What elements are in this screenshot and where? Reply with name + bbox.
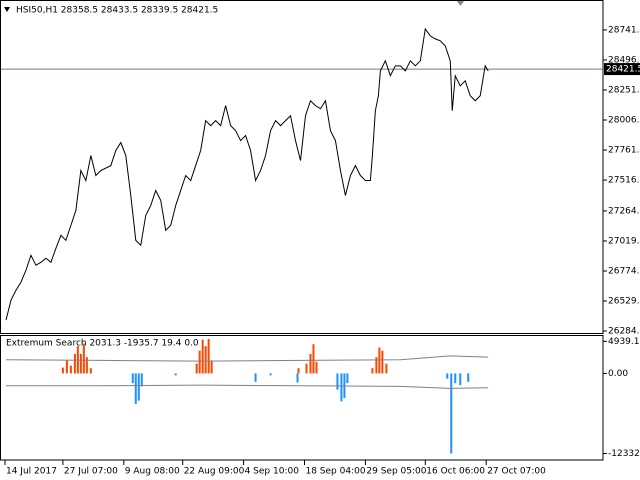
current-price-label: 28421.5 bbox=[606, 65, 640, 75]
histogram-bar bbox=[137, 373, 140, 401]
series-line bbox=[5, 27, 489, 321]
histogram-bar bbox=[346, 373, 349, 384]
histogram-bar bbox=[459, 373, 462, 386]
y-tick-label: 4939.1 bbox=[608, 337, 640, 347]
histogram-bar bbox=[305, 363, 308, 374]
y-tick-label: -12332 bbox=[608, 449, 640, 459]
y-tick-label: 26774.0 bbox=[608, 266, 640, 276]
x-tick-label: 16 Oct 06:00 bbox=[426, 467, 485, 477]
histogram-bar bbox=[85, 357, 88, 374]
histogram-bar bbox=[467, 373, 470, 382]
histogram-bar bbox=[82, 343, 85, 374]
histogram-bar bbox=[315, 361, 318, 374]
histogram-bar bbox=[69, 365, 72, 374]
histogram-bar bbox=[134, 373, 137, 404]
histogram-bar bbox=[450, 373, 453, 454]
y-tick-label: 0.00 bbox=[608, 369, 628, 379]
y-tick-label: 26284.0 bbox=[608, 327, 640, 337]
indicator-title: Extremum Search 2031.3 -1935.7 19.4 0.0 bbox=[6, 339, 199, 349]
histogram-bar bbox=[79, 353, 82, 374]
histogram-bar bbox=[371, 368, 374, 374]
x-tick-label: 4 Sep 10:00 bbox=[245, 467, 300, 477]
current-price-box bbox=[604, 63, 640, 76]
y-tick-label: 28251.0 bbox=[608, 85, 640, 95]
histogram-bar bbox=[378, 347, 381, 374]
histogram-bar bbox=[174, 373, 177, 376]
histogram-bar bbox=[336, 373, 339, 390]
histogram-bar bbox=[309, 353, 312, 374]
histogram-bar bbox=[89, 368, 92, 374]
y-tick-label: 26529.0 bbox=[608, 297, 640, 307]
histogram-bar bbox=[210, 360, 213, 374]
y-tick-label: 28496.0 bbox=[608, 55, 640, 65]
histogram-bar bbox=[446, 373, 449, 379]
histogram-bar bbox=[140, 373, 143, 387]
y-tick-label: 27264.0 bbox=[608, 206, 640, 216]
histogram-bar bbox=[312, 344, 315, 374]
histogram-bar bbox=[198, 350, 201, 374]
x-tick-label: 18 Sep 04:00 bbox=[305, 467, 365, 477]
y-tick-label: 27761.0 bbox=[608, 146, 640, 156]
histogram-bar bbox=[375, 357, 378, 374]
histogram-bar bbox=[207, 338, 210, 374]
x-tick-label: 22 Aug 09:00 bbox=[184, 467, 245, 477]
shift-marker[interactable] bbox=[457, 1, 464, 6]
histogram-bar bbox=[65, 360, 68, 374]
histogram-bar bbox=[204, 346, 207, 374]
histogram-bar bbox=[385, 363, 388, 374]
histogram-bar bbox=[340, 373, 343, 402]
histogram-bar bbox=[297, 368, 300, 374]
y-tick-label: 28741.0 bbox=[608, 25, 640, 35]
x-tick-label: 14 Jul 2017 bbox=[6, 467, 57, 477]
histogram-bar bbox=[454, 373, 457, 384]
histogram-bar bbox=[381, 350, 384, 374]
indicator-panel bbox=[0, 335, 604, 461]
y-tick-label: 28006.0 bbox=[608, 116, 640, 126]
x-tick-label: 29 Sep 05:00 bbox=[366, 467, 426, 477]
chart-title: HSI50,H1 28358.5 28433.5 28339.5 28421.5 bbox=[16, 6, 218, 16]
x-tick-label: 27 Jul 07:00 bbox=[64, 467, 118, 477]
histogram-bar bbox=[195, 363, 198, 374]
price-panel bbox=[0, 0, 604, 334]
histogram-bar bbox=[73, 353, 76, 374]
y-tick-label: 27516.0 bbox=[608, 176, 640, 186]
histogram-bar bbox=[254, 373, 257, 382]
histogram-bar bbox=[61, 367, 64, 374]
histogram-bar bbox=[201, 339, 204, 374]
x-tick-label: 9 Aug 08:00 bbox=[125, 467, 180, 477]
histogram-bar bbox=[131, 373, 134, 384]
menu-arrow[interactable] bbox=[4, 7, 10, 12]
histogram-bar bbox=[296, 373, 299, 383]
y-tick-label: 27019.0 bbox=[608, 236, 640, 246]
x-tick-label: 27 Oct 07:00 bbox=[487, 467, 546, 477]
series-line bbox=[5, 384, 489, 389]
histogram-bar bbox=[269, 373, 272, 376]
series-line bbox=[5, 355, 489, 362]
